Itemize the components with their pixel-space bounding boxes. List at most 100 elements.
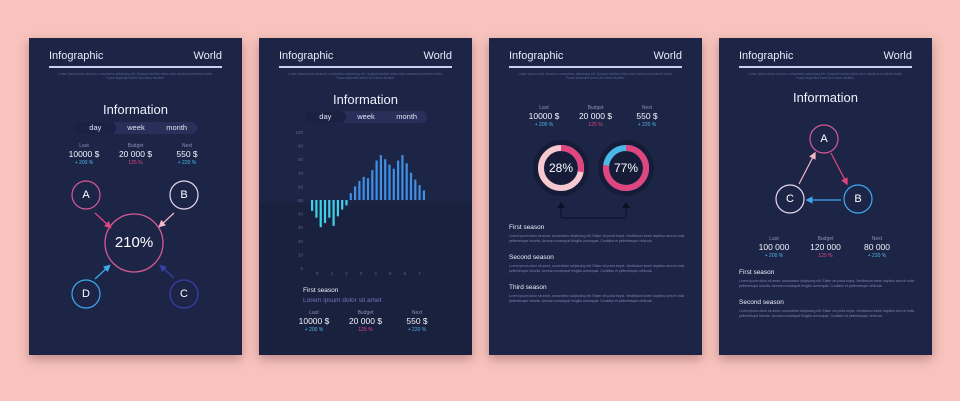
svg-text:3: 3 <box>360 271 363 276</box>
season-2: Second season Lorem ipsum dolor sit amet… <box>509 254 686 273</box>
stat-last: Last 10000 $ + 200 % <box>59 143 109 166</box>
stat-label: Budget <box>817 236 834 242</box>
stat-change: + 200 % <box>764 253 784 259</box>
center-value: 210% <box>114 234 154 251</box>
node-b <box>169 180 199 210</box>
stat-label: Last <box>79 143 89 149</box>
center-circle <box>104 213 164 273</box>
svg-text:90: 90 <box>298 144 304 149</box>
stat-value: 10000 $ <box>528 111 560 121</box>
tab-month[interactable]: month <box>166 123 188 132</box>
node-a <box>809 124 839 154</box>
stat-next: Next 550 $ + 220 % <box>392 310 442 333</box>
node-d <box>71 279 101 309</box>
svg-text:10: 10 <box>298 252 304 257</box>
header-right: World <box>653 50 682 62</box>
stat-label: Budget <box>357 310 374 316</box>
season-text: Lorem ipsum dolor sit amet, consectetur … <box>739 309 915 318</box>
header-title: Infographic <box>739 50 794 62</box>
section-title: Information <box>332 92 399 107</box>
header-right: World <box>883 50 912 62</box>
stat-label: Last <box>769 236 779 242</box>
season-1: First season Lorem ipsum dolor sit amet,… <box>509 224 686 243</box>
stat-value: 20 000 $ <box>578 111 613 121</box>
stat-label: Next <box>641 105 653 111</box>
stat-change: 125 % <box>128 160 143 166</box>
header-title: Infographic <box>49 50 104 62</box>
card-4: Infographic World Lorem ipsum dolor sit … <box>719 38 932 355</box>
season-subtitle: Lorem ipsum dolor sit amet <box>303 297 382 304</box>
svg-text:0: 0 <box>300 266 303 271</box>
node-a-label: A <box>82 189 90 201</box>
tab-month[interactable]: month <box>396 112 418 121</box>
card-header: Infographic World <box>739 50 912 68</box>
node-b-label: B <box>854 193 862 205</box>
season-text: Lorem ipsum dolor sit amet, consectetur … <box>509 234 685 243</box>
stat-value: 20 000 $ <box>118 149 153 159</box>
node-d-label: D <box>82 288 90 300</box>
stat-budget: Budget 20 000 $125 % <box>341 310 391 333</box>
node-c <box>169 279 199 309</box>
stat-label: Budget <box>127 143 144 149</box>
card-header: Infographic World <box>49 50 222 68</box>
svg-text:4: 4 <box>374 271 377 276</box>
stat-value: 550 $ <box>636 111 658 121</box>
node-c <box>775 184 805 214</box>
card-header: Infographic World <box>279 50 452 68</box>
stat-value: 100 000 <box>758 242 790 252</box>
season-title: First season <box>303 287 339 294</box>
stat-budget: Budget 20 000 $125 % <box>571 105 621 128</box>
season-3: Third season Lorem ipsum dolor sit amet,… <box>509 284 686 303</box>
stats-row: Last 10000 $ + 200 % Budget 20 000 $125 % N… <box>59 143 212 166</box>
donut-1-value: 28% <box>548 161 574 175</box>
bar-chart: 0 10 20 30 40 50 60 70 80 90 100 0 1 2 3 4 5 6 7 <box>295 130 425 276</box>
svg-text:20: 20 <box>298 239 304 244</box>
header-title: Infographic <box>509 50 564 62</box>
stat-next: Next 550 $ + 220 % <box>162 143 212 166</box>
intro-text: Lorem ipsum dolor sit amet, consectetur … <box>748 72 903 81</box>
stat-value: 10000 $ <box>298 316 330 326</box>
stats-row: Last 100 000 + 200 % Budget 120 000 125 % Ne… <box>749 236 902 259</box>
intro-text: Lorem ipsum dolor sit amet, consectetur … <box>518 72 673 81</box>
svg-text:40: 40 <box>298 212 304 217</box>
stats-row: Last 10000 $ + 200 % Budget 20 000 $125 % N… <box>519 105 672 128</box>
node-c-label: C <box>180 288 188 300</box>
stat-next: Next 550 $ + 220 % <box>622 105 672 128</box>
tab-day[interactable]: day <box>305 111 346 123</box>
stat-change: + 200 % <box>304 327 324 333</box>
stat-last: Last 100 000 + 200 % <box>749 236 799 259</box>
tab-week[interactable]: week <box>127 123 145 132</box>
svg-text:80: 80 <box>298 157 304 162</box>
stat-label: Last <box>309 310 319 316</box>
header-title: Infographic <box>279 50 334 62</box>
season-text: Lorem ipsum dolor sit amet, consectetur … <box>509 264 685 273</box>
donut-charts <box>533 140 654 219</box>
svg-text:30: 30 <box>298 225 304 230</box>
season-text: Lorem ipsum dolor sit amet, consectetur … <box>739 279 915 288</box>
season-1: First season Lorem ipsum dolor sit amet,… <box>739 269 916 288</box>
header-right: World <box>423 50 452 62</box>
season-title: First season <box>509 224 545 231</box>
season-title: Third season <box>509 284 547 291</box>
tab-day[interactable]: day <box>75 122 116 134</box>
stat-budget: Budget 20 000 $125 % <box>111 143 161 166</box>
header-right: World <box>193 50 222 62</box>
period-toggle: day week month <box>75 122 197 134</box>
stat-value: 10000 $ <box>68 149 100 159</box>
svg-text:1: 1 <box>331 271 334 276</box>
tab-week[interactable]: week <box>357 112 375 121</box>
card-2: Infographic World Lorem ipsum dolor sit … <box>259 38 472 355</box>
season-title: Second season <box>739 299 784 306</box>
section-title: Information <box>792 90 859 105</box>
card-1: Infographic World Lorem ipsum dolor sit … <box>29 38 242 355</box>
svg-text:60: 60 <box>298 184 304 189</box>
stat-change: + 220 % <box>867 253 887 259</box>
stat-last: Last 10000 $ + 200 % <box>289 310 339 333</box>
season-2: Second season Lorem ipsum dolor sit amet… <box>739 299 916 318</box>
season-text: Lorem ipsum dolor sit amet, consectetur … <box>509 294 685 303</box>
node-a <box>71 180 101 210</box>
stat-label: Next <box>871 236 883 242</box>
donut-2-value: 77% <box>613 161 639 175</box>
triangle-diagram <box>775 124 873 214</box>
node-a-label: A <box>820 133 828 145</box>
